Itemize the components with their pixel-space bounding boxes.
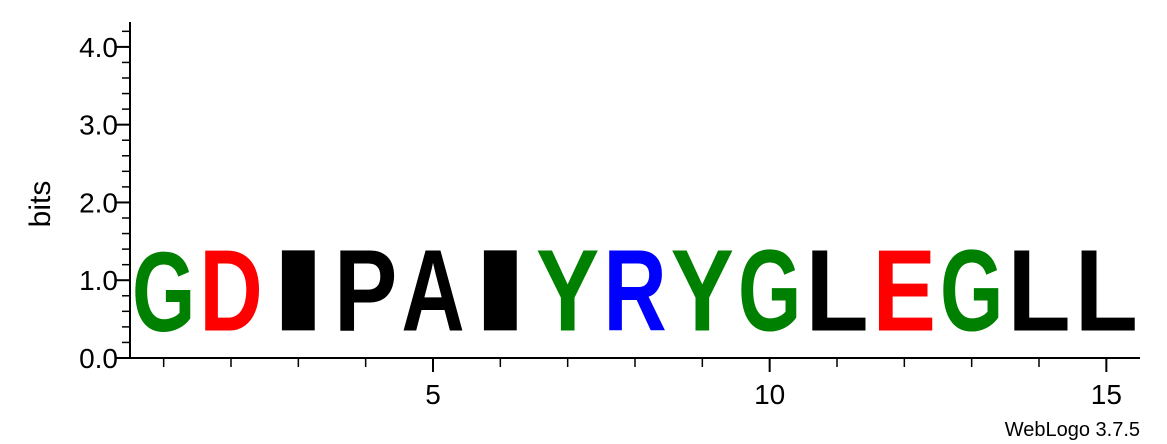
logo-letter-g: G bbox=[940, 226, 1003, 356]
logo-letter-l: L bbox=[1075, 226, 1138, 356]
y-axis-label: bits bbox=[24, 181, 57, 228]
y-tick-label: 1.0 bbox=[79, 265, 118, 296]
x-axis: 5 10 15 bbox=[130, 357, 1140, 410]
logo-letter-i: I bbox=[469, 226, 532, 356]
logo-letter-g: G bbox=[738, 226, 801, 356]
logo-letter-e: E bbox=[873, 226, 936, 355]
y-axis: 0.0 1.0 2.0 3.0 4.0 bbox=[79, 22, 131, 374]
logo-letter-i: I bbox=[267, 226, 330, 356]
logo-letter-a: A bbox=[401, 225, 464, 355]
y-tick-label: 2.0 bbox=[79, 187, 118, 218]
logo-letter-d: D bbox=[199, 225, 262, 355]
logo-letter-y: Y bbox=[536, 226, 599, 355]
y-tick-label: 4.0 bbox=[79, 32, 118, 63]
y-tick-label: 3.0 bbox=[79, 110, 118, 141]
x-tick-label: 15 bbox=[1091, 379, 1122, 410]
logo-letter-p: P bbox=[334, 226, 397, 355]
y-tick-label: 0.0 bbox=[79, 343, 118, 374]
logo-letter-y: Y bbox=[671, 226, 734, 355]
logo-letter-l: L bbox=[805, 226, 868, 356]
x-tick-label: 5 bbox=[425, 379, 441, 410]
x-tick-label: 10 bbox=[754, 379, 785, 410]
logo-letter-g: G bbox=[132, 229, 195, 355]
logo-letter-r: R bbox=[603, 225, 666, 355]
logo-letter-l: L bbox=[1007, 226, 1070, 356]
weblogo-credit: WebLogo 3.7.5 bbox=[1005, 419, 1140, 441]
